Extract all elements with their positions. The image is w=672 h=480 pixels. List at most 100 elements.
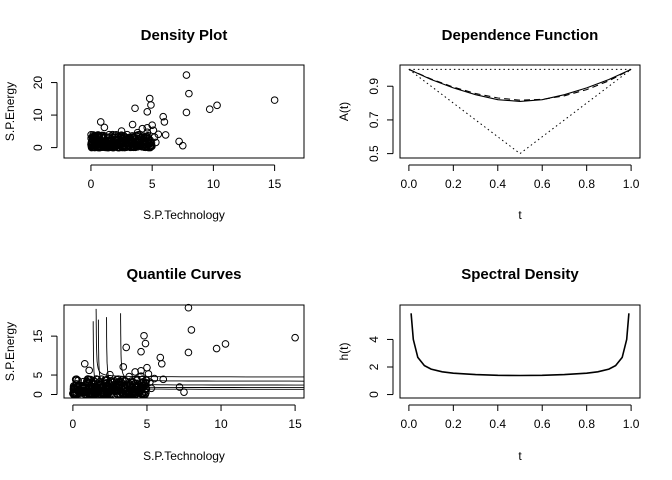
- plot-box: [399, 64, 641, 159]
- y-tick-label: 4: [367, 336, 381, 343]
- y-tick-label: 2: [367, 363, 381, 370]
- data-point: [138, 390, 146, 398]
- y-tick-label: 0: [31, 144, 45, 151]
- data-point: [140, 139, 148, 148]
- y-axis-label: h(t): [337, 342, 351, 360]
- data-point: [180, 388, 188, 396]
- data-point: [213, 101, 221, 110]
- chart-title: Spectral Density: [461, 266, 579, 283]
- quantile-curve: [120, 313, 304, 382]
- data-point: [184, 348, 193, 357]
- x-axis-label: t: [518, 449, 522, 463]
- data-point: [130, 389, 139, 397]
- data-point: [144, 131, 152, 140]
- y-tick-label: 10: [31, 108, 45, 122]
- x-tick-label: 5: [144, 417, 151, 431]
- data-point: [205, 105, 214, 114]
- data-point: [117, 131, 126, 140]
- plot-box: [399, 304, 641, 399]
- x-axis-label: t: [518, 208, 522, 222]
- y-tick-label: 0.7: [367, 111, 381, 128]
- chart-panel-3: Quantile Curves S.P.Technology S.P.Energy 0…: [3, 266, 305, 463]
- data-point: [134, 382, 142, 391]
- x-axis: 0 5 10 15: [70, 404, 302, 431]
- y-tick-label: 20: [31, 76, 45, 90]
- data-point: [118, 143, 127, 152]
- x-axis-label: S.P.Technology: [143, 449, 225, 463]
- data-point: [85, 376, 93, 384]
- data-point: [147, 138, 156, 147]
- data-point: [129, 143, 138, 152]
- x-tick-label: 0: [88, 177, 95, 191]
- data-point: [147, 142, 155, 150]
- x-axis-label: S.P.Technology: [143, 208, 225, 222]
- data-point: [91, 141, 99, 149]
- x-tick-label: 0.6: [534, 177, 551, 191]
- data-point: [212, 344, 221, 353]
- data-point: [69, 385, 78, 394]
- data-point: [182, 71, 191, 79]
- chart-panel-2: Dependence Function t A(t) 0.0 0.2 0.4 0.6 0.8 1…: [337, 27, 641, 222]
- data-point: [131, 368, 139, 376]
- x-tick-label: 0.8: [578, 177, 595, 191]
- x-tick-label: 0.4: [489, 177, 506, 191]
- y-axis: 0 5 15: [31, 329, 58, 398]
- data-point: [156, 353, 165, 362]
- data-point: [138, 375, 147, 383]
- data-point: [73, 385, 82, 394]
- data-point: [122, 390, 130, 399]
- y-axis: 0 2 4: [367, 336, 394, 398]
- chart-title: Quantile Curves: [126, 266, 241, 283]
- data-point: [72, 376, 80, 385]
- data-point: [80, 359, 89, 368]
- data-point: [99, 139, 108, 147]
- data-point: [182, 108, 191, 117]
- data-point: [69, 389, 77, 397]
- data-point: [128, 120, 137, 129]
- y-tick-label: 0.9: [367, 78, 381, 95]
- data-point: [103, 143, 112, 152]
- x-axis: 0.0 0.2 0.4 0.6 0.8 1.0: [401, 404, 640, 431]
- data-point: [104, 134, 113, 143]
- x-tick-label: 0.4: [489, 417, 506, 431]
- data-point: [141, 339, 150, 348]
- x-tick-label: 0.2: [445, 417, 462, 431]
- solid-curve: [408, 68, 632, 102]
- x-tick-label: 0.6: [534, 417, 551, 431]
- data-point: [122, 343, 131, 352]
- data-point: [124, 133, 133, 142]
- y-tick-label: 0.5: [367, 145, 381, 162]
- y-axis: 0.5 0.7 0.9: [367, 78, 394, 162]
- x-axis: 0 5 10 15: [88, 164, 282, 191]
- data-point: [87, 390, 96, 399]
- data-point: [291, 333, 299, 342]
- data-point: [175, 137, 183, 146]
- data-point: [85, 366, 93, 375]
- data-point: [187, 326, 196, 334]
- data-point: [114, 390, 122, 398]
- data-point: [161, 131, 170, 139]
- data-point: [106, 143, 115, 151]
- x-tick-label: 0.2: [445, 177, 462, 191]
- data-point: [124, 139, 133, 147]
- data-point: [142, 132, 151, 141]
- data-point: [157, 359, 166, 368]
- x-axis: 0.0 0.2 0.4 0.6 0.8 1.0: [401, 164, 640, 191]
- x-tick-label: 0.8: [578, 417, 595, 431]
- data-point: [99, 143, 107, 152]
- data-point: [78, 386, 87, 395]
- data-point: [159, 112, 167, 121]
- data-point: [184, 303, 193, 312]
- x-tick-label: 0.0: [401, 177, 418, 191]
- y-tick-label: 5: [31, 371, 45, 378]
- y-tick-label: 0: [31, 391, 45, 398]
- data-point: [72, 390, 81, 399]
- chart-title: Dependence Function: [442, 27, 599, 44]
- data-point: [99, 389, 108, 397]
- y-axis: 0 10 20: [31, 76, 58, 151]
- data-point: [125, 135, 134, 144]
- data-point: [140, 331, 148, 340]
- x-tick-label: 15: [268, 177, 282, 191]
- data-point: [143, 123, 152, 132]
